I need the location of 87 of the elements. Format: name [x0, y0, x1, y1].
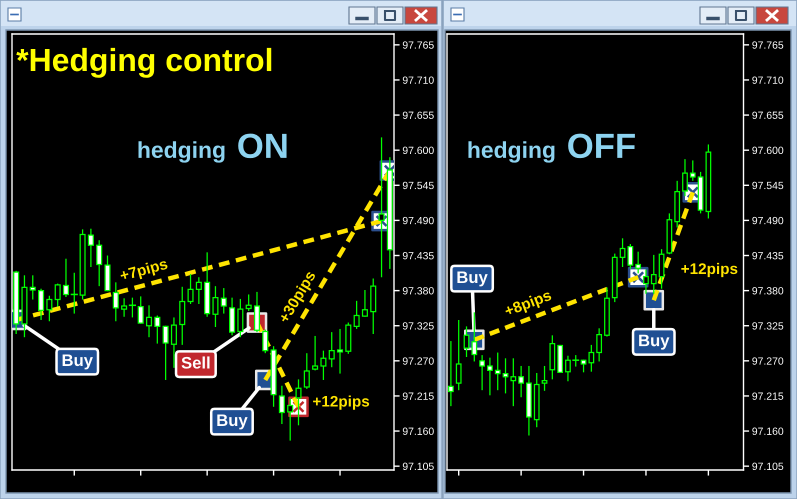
y-tick-label: 97.710: [752, 76, 784, 84]
candlestick: [146, 305, 152, 338]
series-label: Buy: [217, 414, 248, 430]
candlestick: [620, 238, 626, 267]
candlestick: [650, 254, 657, 294]
candlestick: [518, 366, 524, 398]
y-tick-label: 97.765: [752, 41, 784, 49]
candlestick: [54, 284, 61, 307]
series-label: +12pips: [681, 262, 738, 278]
candlestick: [46, 296, 52, 322]
y-tick-label: 97.545: [402, 182, 434, 190]
text: +7pips: [119, 258, 169, 284]
candlestick: [112, 282, 119, 322]
candlestick: [154, 316, 160, 344]
text: Buy: [457, 272, 488, 286]
candlestick: [658, 249, 664, 289]
y-tick-label: 97.325: [402, 322, 434, 330]
candlestick: [354, 300, 360, 329]
candlestick: [362, 290, 368, 317]
candlestick: [278, 386, 285, 424]
candlestick: [487, 358, 493, 396]
y-tick-label: 97.105: [402, 462, 434, 470]
candlestick: [456, 320, 462, 390]
y-tick-label: 97.270: [752, 357, 784, 365]
candlestick: [262, 330, 268, 354]
candlestick: [596, 328, 602, 362]
y-tick-label: 97.215: [402, 392, 434, 400]
candlestick: [682, 159, 688, 196]
y-tick-label: 97.655: [752, 112, 784, 119]
candlestick: [128, 298, 136, 318]
candlestick: [30, 275, 36, 300]
text: +8pips: [504, 289, 554, 320]
y-tick-label: 97.600: [752, 146, 784, 154]
candlestick: [138, 296, 144, 324]
y-tick-label: 97.105: [752, 462, 784, 470]
candlestick: [188, 274, 194, 304]
y-tick-label: 97.545: [752, 182, 784, 190]
candlestick: [336, 328, 344, 374]
candlestick: [542, 366, 548, 391]
candlestick: [328, 332, 335, 368]
y-tick-label: 97.380: [402, 287, 434, 294]
y-tick-label: 97.435: [752, 252, 784, 260]
y-tick-label: 97.600: [402, 146, 434, 154]
candlestick: [287, 398, 294, 441]
y-tick-label: 97.270: [402, 357, 434, 365]
candlestick: [378, 137, 385, 278]
y-tick-label: 97.490: [402, 216, 434, 224]
candlestick: [212, 286, 218, 327]
candlestick: [588, 344, 594, 372]
y-tick-label: 97.710: [402, 76, 434, 84]
y-tick-label: 97.160: [402, 428, 434, 435]
y-tick-label: 97.655: [402, 112, 434, 119]
candlestick: [304, 353, 310, 389]
candlestick: [196, 277, 202, 304]
candlestick: [88, 228, 94, 267]
text: Buy: [62, 354, 93, 370]
y-tick-label: 97.490: [752, 216, 784, 224]
candlestick: [121, 298, 128, 317]
y-tick-label: 97.435: [402, 252, 434, 260]
y-tick-label: 97.325: [752, 322, 784, 330]
candlestick: [237, 298, 244, 338]
candlestick: [179, 286, 186, 345]
text: hedging OFF: [468, 134, 635, 163]
candlestick: [38, 288, 44, 320]
candlestick: [96, 240, 102, 286]
annotation: *Hedging control: [16, 48, 272, 78]
y-tick-label: 97.765: [402, 41, 434, 49]
series-label: +12pips: [313, 395, 370, 410]
y-tick-label: 97.160: [752, 428, 784, 435]
candlestick: [494, 352, 501, 390]
text: hedging ON: [138, 134, 287, 163]
candlestick: [162, 326, 169, 380]
candlestick: [312, 336, 318, 370]
y-tick-label: 97.215: [752, 392, 784, 400]
candlestick: [643, 270, 649, 294]
candlestick: [170, 317, 177, 368]
candlestick: [479, 355, 485, 390]
candlestick: [510, 358, 516, 406]
series-label: Buy: [639, 334, 670, 350]
y-tick-label: 97.380: [752, 287, 784, 294]
text: Sell: [182, 356, 210, 369]
candlestick: [295, 379, 302, 426]
candlestick: [246, 294, 252, 312]
candlestick: [320, 350, 326, 380]
candlestick: [220, 288, 227, 314]
candlestick: [464, 326, 470, 357]
candlestick: [502, 358, 508, 394]
